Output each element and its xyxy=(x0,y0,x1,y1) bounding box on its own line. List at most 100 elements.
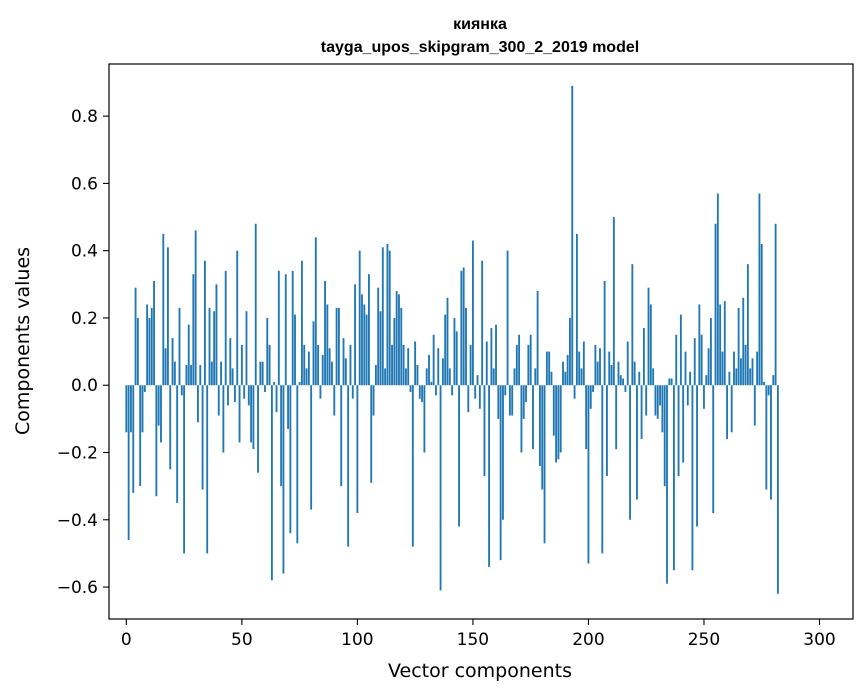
y-axis-label: Components values xyxy=(12,247,34,435)
bar xyxy=(485,341,488,386)
bar xyxy=(647,287,650,386)
bar xyxy=(753,385,756,426)
bar xyxy=(594,344,597,386)
bar xyxy=(215,284,218,386)
bar xyxy=(275,385,278,413)
bar xyxy=(679,314,682,386)
bar xyxy=(770,385,772,500)
x-tick-label: 250 xyxy=(688,630,720,650)
bar xyxy=(668,378,671,386)
bar xyxy=(125,385,128,433)
bar xyxy=(763,381,765,386)
bar xyxy=(319,385,322,399)
bar xyxy=(210,361,213,386)
bar xyxy=(772,375,775,386)
y-tick-label: −0.2 xyxy=(57,444,98,464)
y-tick-label: −0.4 xyxy=(57,511,98,531)
bar xyxy=(684,351,687,386)
bar xyxy=(266,317,269,386)
bar xyxy=(548,351,551,386)
bar xyxy=(342,338,345,386)
bar xyxy=(127,385,130,540)
bar xyxy=(254,223,257,386)
bar xyxy=(153,280,155,386)
bar xyxy=(356,385,359,514)
bar xyxy=(372,385,375,416)
bar xyxy=(252,385,255,450)
bar xyxy=(636,385,638,500)
bar xyxy=(437,348,440,386)
bar xyxy=(317,344,320,386)
bar xyxy=(448,368,451,386)
bar xyxy=(351,385,354,399)
bar xyxy=(719,304,722,386)
bar xyxy=(176,385,179,503)
bar xyxy=(169,385,172,470)
bar xyxy=(536,291,539,386)
x-tick-label: 0 xyxy=(121,630,132,650)
bar xyxy=(222,385,225,453)
bar xyxy=(270,385,273,581)
bar xyxy=(257,385,259,473)
bar xyxy=(130,385,132,433)
bar xyxy=(344,358,347,386)
bar xyxy=(398,294,400,386)
bar xyxy=(446,297,449,386)
bar xyxy=(596,361,599,386)
bar xyxy=(213,311,216,386)
bar xyxy=(411,385,414,547)
bar xyxy=(677,385,680,477)
bar xyxy=(617,361,620,386)
x-axis-ticks: 0 50 100 150 200 250 300 xyxy=(121,619,836,650)
bar xyxy=(562,361,564,386)
bar xyxy=(527,344,530,386)
bar xyxy=(569,317,571,386)
bar xyxy=(566,354,569,386)
bar xyxy=(587,385,590,564)
x-tick-label: 100 xyxy=(341,630,373,650)
bar xyxy=(421,385,424,403)
bar xyxy=(619,375,622,386)
bar xyxy=(268,344,271,386)
bar xyxy=(709,317,712,386)
bar xyxy=(529,334,532,386)
chart-subtitle: tayga_upos_skipgram_300_2_2019 model xyxy=(321,39,639,56)
bar xyxy=(534,368,537,386)
bar xyxy=(522,385,525,419)
bar xyxy=(395,291,398,386)
bar xyxy=(712,385,715,514)
bar xyxy=(160,385,162,443)
bar xyxy=(164,348,167,386)
bar xyxy=(478,385,481,409)
bar xyxy=(314,237,317,386)
bar xyxy=(439,385,442,591)
bar xyxy=(349,344,352,386)
bar xyxy=(481,260,484,386)
bar xyxy=(612,217,615,386)
bar xyxy=(518,334,521,386)
bar xyxy=(497,385,500,419)
bar xyxy=(682,385,685,463)
bar xyxy=(714,223,717,386)
bar xyxy=(326,304,329,386)
bar xyxy=(638,371,641,386)
bar xyxy=(673,385,675,571)
bar xyxy=(208,307,211,386)
bar xyxy=(377,287,380,386)
bar xyxy=(693,338,696,386)
bar xyxy=(622,378,625,386)
bar xyxy=(615,385,618,450)
bar xyxy=(645,385,648,416)
bar xyxy=(589,385,592,409)
bar xyxy=(460,270,463,386)
bar xyxy=(393,317,396,386)
bar xyxy=(409,385,412,392)
y-tick-label: −0.6 xyxy=(57,578,98,598)
bar xyxy=(245,311,248,386)
bar xyxy=(361,294,363,386)
bar xyxy=(575,233,578,386)
bar xyxy=(661,385,664,433)
bar xyxy=(141,385,144,433)
bar xyxy=(629,385,631,520)
